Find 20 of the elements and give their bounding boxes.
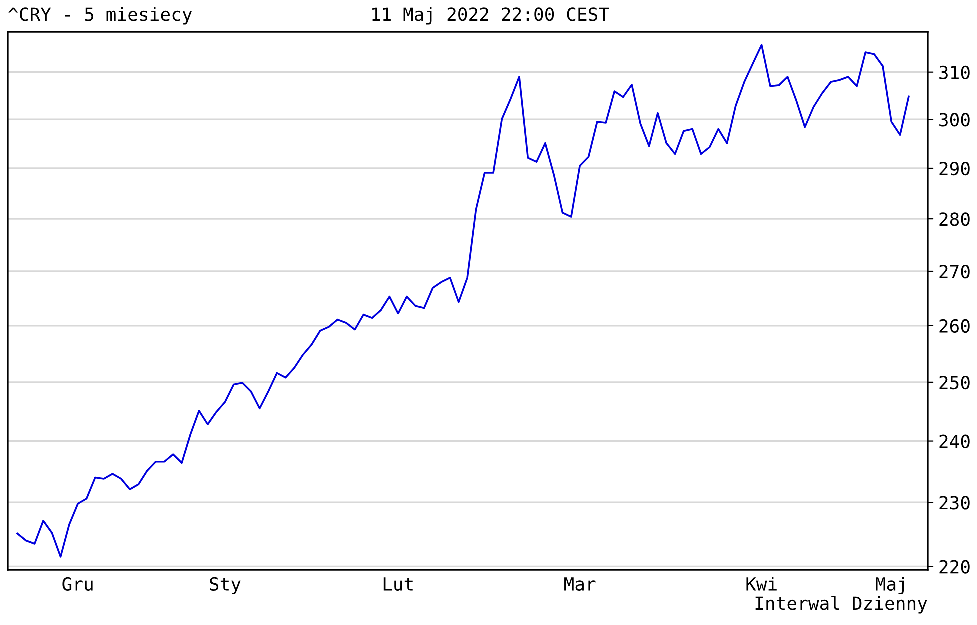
x-tick-label: Kwi [746,577,777,591]
chart-title: ^CRY - 5 miesiecy [8,7,192,25]
line-series [16,44,910,558]
y-tick-label: 260 [940,319,970,334]
y-tick-label: 310 [940,66,970,80]
y-tick-label: 300 [940,113,970,127]
x-tick-label: Sty [210,577,241,595]
x-tick-label: Maj [876,577,904,595]
chart-subtitle: 11 Maj 2022 22:00 CEST [372,7,610,25]
y-tick-label: 220 [940,560,970,574]
x-tick-label: Lut [384,578,413,592]
y-tick-label: 250 [940,376,970,390]
text: Interwal Dzienny [756,596,928,614]
y-tick-label: 230 [940,496,970,510]
x-tick-label: Mar [564,578,596,592]
y-tick-label: 270 [940,265,970,279]
y-tick-label: 280 [940,212,970,226]
y-tick-label: 290 [940,162,970,176]
x-tick-label: Gru [62,577,93,592]
y-tick-label: 240 [940,434,970,448]
